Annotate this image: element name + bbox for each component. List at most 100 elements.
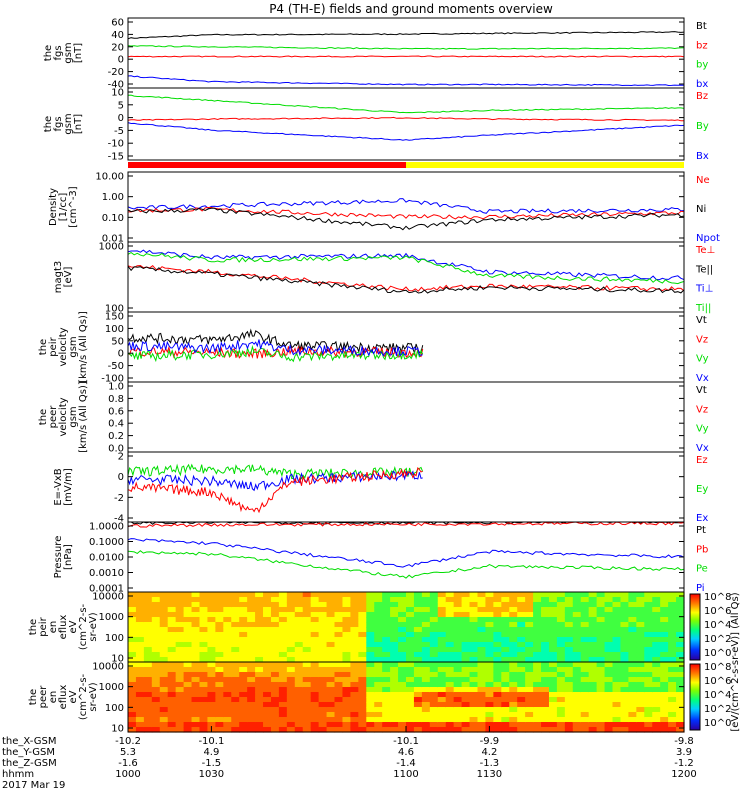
peir_eflux-cell <box>477 592 487 598</box>
peer_eflux-cell <box>390 682 399 688</box>
peer_eflux-cell <box>660 707 669 713</box>
peer_eflux-cell <box>501 692 510 698</box>
peer_eflux-cell <box>183 717 193 723</box>
peer_eflux-cell <box>239 672 248 678</box>
peer_eflux-cell <box>612 702 622 708</box>
peer_eflux-cell <box>135 722 145 728</box>
peer_eflux-cell <box>135 692 145 698</box>
peer_eflux-cell <box>406 692 415 698</box>
peer_eflux-cell <box>477 727 487 733</box>
peir_eflux-cell <box>175 622 185 628</box>
peir_velocity-ytick: 100 <box>105 324 124 335</box>
peer_eflux-cell <box>548 697 558 703</box>
peir_eflux-cell <box>398 632 407 638</box>
peer_eflux-cell <box>485 712 494 718</box>
peir_eflux-cell <box>390 642 399 648</box>
peir_eflux-cell <box>334 632 344 638</box>
peir_eflux-cell <box>191 627 201 633</box>
peir_eflux-cell <box>199 652 209 658</box>
peir_eflux-cell <box>580 647 590 653</box>
xaxis-value: -9.8 <box>674 736 694 747</box>
peer_eflux-cell <box>278 702 288 708</box>
peir_eflux-cell <box>421 642 431 648</box>
peer_eflux-cell <box>231 727 240 733</box>
peir_eflux-cell <box>191 602 201 608</box>
colorbar-lower <box>689 663 701 731</box>
peer_eflux-cell <box>620 702 629 708</box>
peer_eflux-cell <box>445 682 455 688</box>
peir_eflux-cell <box>199 607 209 613</box>
peer_eflux-cell <box>461 707 471 713</box>
peir_eflux-cell <box>493 627 502 633</box>
peer_eflux-cell <box>151 712 161 718</box>
peir_eflux-cell <box>159 627 169 633</box>
peer_eflux-cell <box>556 682 566 688</box>
peer_eflux-cell <box>199 722 209 728</box>
efield-ytick: -2 <box>114 493 124 504</box>
peir_eflux-cell <box>668 607 677 613</box>
peir_eflux-cell <box>525 647 534 653</box>
peir_eflux-cell <box>453 642 463 648</box>
peir_eflux-cell <box>652 622 661 628</box>
peir_eflux-cell <box>135 617 145 623</box>
peir_eflux-cell <box>461 607 471 613</box>
peer_eflux-cell <box>517 667 526 673</box>
peir_eflux-cell <box>215 652 224 658</box>
peir_eflux-cell <box>437 647 447 653</box>
peer_eflux-cell <box>644 672 653 678</box>
peir_eflux-cell <box>270 622 280 628</box>
peer_eflux-cell <box>525 672 534 678</box>
peer_eflux-cell <box>159 707 169 713</box>
peir_eflux-cell <box>604 652 614 658</box>
peir_eflux-cell <box>668 602 677 608</box>
peer_eflux-cell <box>564 677 574 683</box>
peir_eflux-cell <box>135 632 145 638</box>
peer_eflux-cell <box>445 717 455 723</box>
peir_eflux-cell <box>406 612 415 618</box>
peir_eflux-cell <box>660 627 669 633</box>
peir_eflux-cell <box>167 617 177 623</box>
peer_eflux-cell <box>128 682 137 688</box>
xaxis-value: -10.1 <box>198 736 224 747</box>
peir_eflux-cell <box>477 657 487 663</box>
peer_eflux-cell <box>628 677 637 683</box>
peir_eflux-cell <box>159 592 169 598</box>
peer_eflux-cell <box>421 722 431 728</box>
peer_eflux-cell <box>310 667 320 673</box>
peer_eflux-cell <box>628 712 637 718</box>
peer_eflux-cell <box>334 692 344 698</box>
peir_eflux-cell <box>580 602 590 608</box>
peer_eflux-cell <box>294 672 304 678</box>
peer_eflux-cell <box>406 707 415 713</box>
peer_eflux-cell <box>676 672 685 678</box>
peer_eflux-cell <box>469 692 479 698</box>
peir_eflux-cell <box>564 607 574 613</box>
peer_eflux-cell <box>445 677 455 683</box>
peer_eflux-cell <box>541 667 550 673</box>
peir_eflux-cell <box>676 652 685 658</box>
peer_eflux-cell <box>604 722 614 728</box>
peir_eflux-cell <box>501 652 510 658</box>
peer_eflux-cell <box>398 662 407 668</box>
peer_eflux-cell <box>509 722 518 728</box>
peir_eflux-cell <box>159 597 169 603</box>
peer_eflux-cell <box>572 722 582 728</box>
peir_eflux-cell <box>668 617 677 623</box>
peir_eflux-cell <box>390 622 399 628</box>
bfield1-legend-bz: bz <box>696 40 708 51</box>
peer_eflux-cell <box>580 707 590 713</box>
peer_eflux-cell <box>580 702 590 708</box>
peer_eflux-cell <box>628 702 637 708</box>
peir_eflux-cell <box>286 602 296 608</box>
peir_eflux-cell <box>374 627 383 633</box>
peir_eflux-cell <box>159 607 169 613</box>
peir_eflux-cell <box>580 632 590 638</box>
peir_eflux-cell <box>223 637 232 643</box>
peer_eflux-cell <box>413 682 423 688</box>
peir_eflux-cell <box>334 617 344 623</box>
peer_eflux-cell <box>612 697 622 703</box>
peir_eflux-cell <box>302 612 312 618</box>
peer_eflux-cell <box>215 707 224 713</box>
peer_eflux-cell <box>620 682 629 688</box>
peir_eflux-cell <box>421 647 431 653</box>
